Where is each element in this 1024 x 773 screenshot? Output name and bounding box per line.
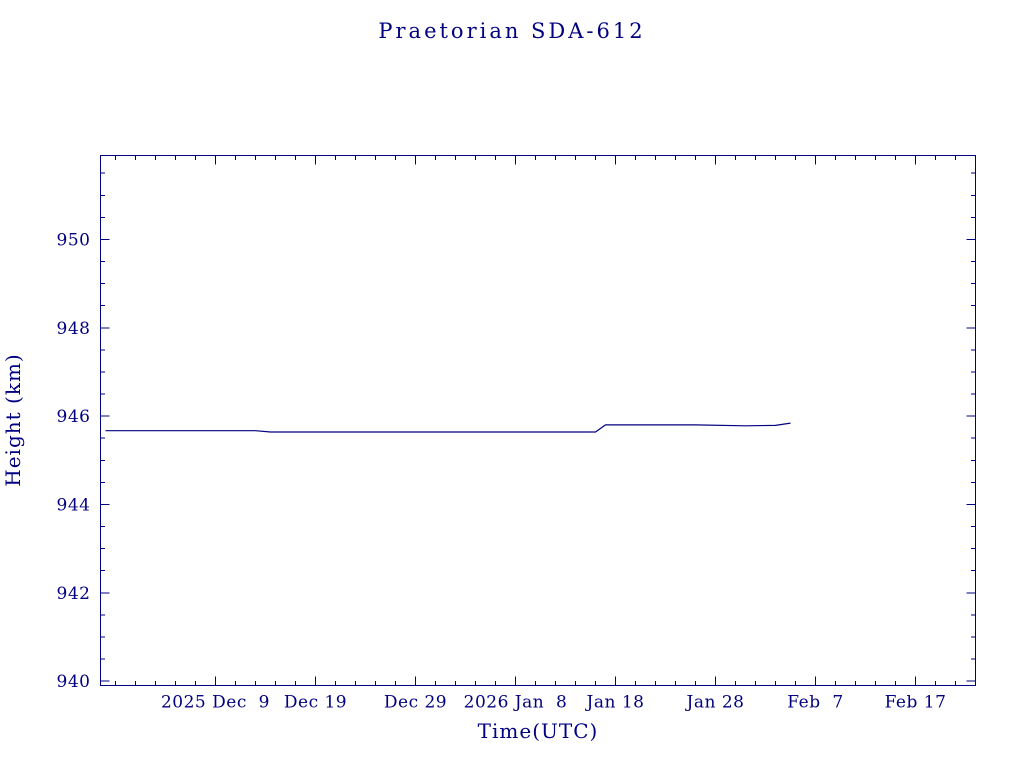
x-tick-label: Dec 29 bbox=[384, 693, 447, 713]
plot-border bbox=[100, 155, 976, 686]
y-tick-label: 948 bbox=[57, 319, 91, 339]
y-tick-label: 940 bbox=[57, 672, 91, 692]
x-axis-label: Time(UTC) bbox=[478, 719, 599, 743]
x-tick-label: 2025 Dec 9 bbox=[161, 693, 270, 713]
y-tick-label: 942 bbox=[57, 584, 91, 604]
x-tick-label: 2026 Jan 8 bbox=[464, 693, 568, 713]
x-tick-label: Feb 17 bbox=[885, 693, 947, 713]
x-tick-label: Jan 28 bbox=[685, 693, 745, 713]
chart-title: Praetorian SDA-612 bbox=[378, 19, 645, 43]
x-tick-label: Feb 7 bbox=[787, 693, 843, 713]
x-tick-label: Jan 18 bbox=[585, 693, 645, 713]
y-tick-label: 946 bbox=[57, 407, 91, 427]
y-tick-label: 944 bbox=[57, 495, 91, 515]
y-tick-label: 950 bbox=[57, 230, 91, 250]
x-tick-label: Dec 19 bbox=[284, 693, 347, 713]
y-axis-label: Height (km) bbox=[1, 353, 25, 486]
data-line bbox=[105, 422, 791, 433]
